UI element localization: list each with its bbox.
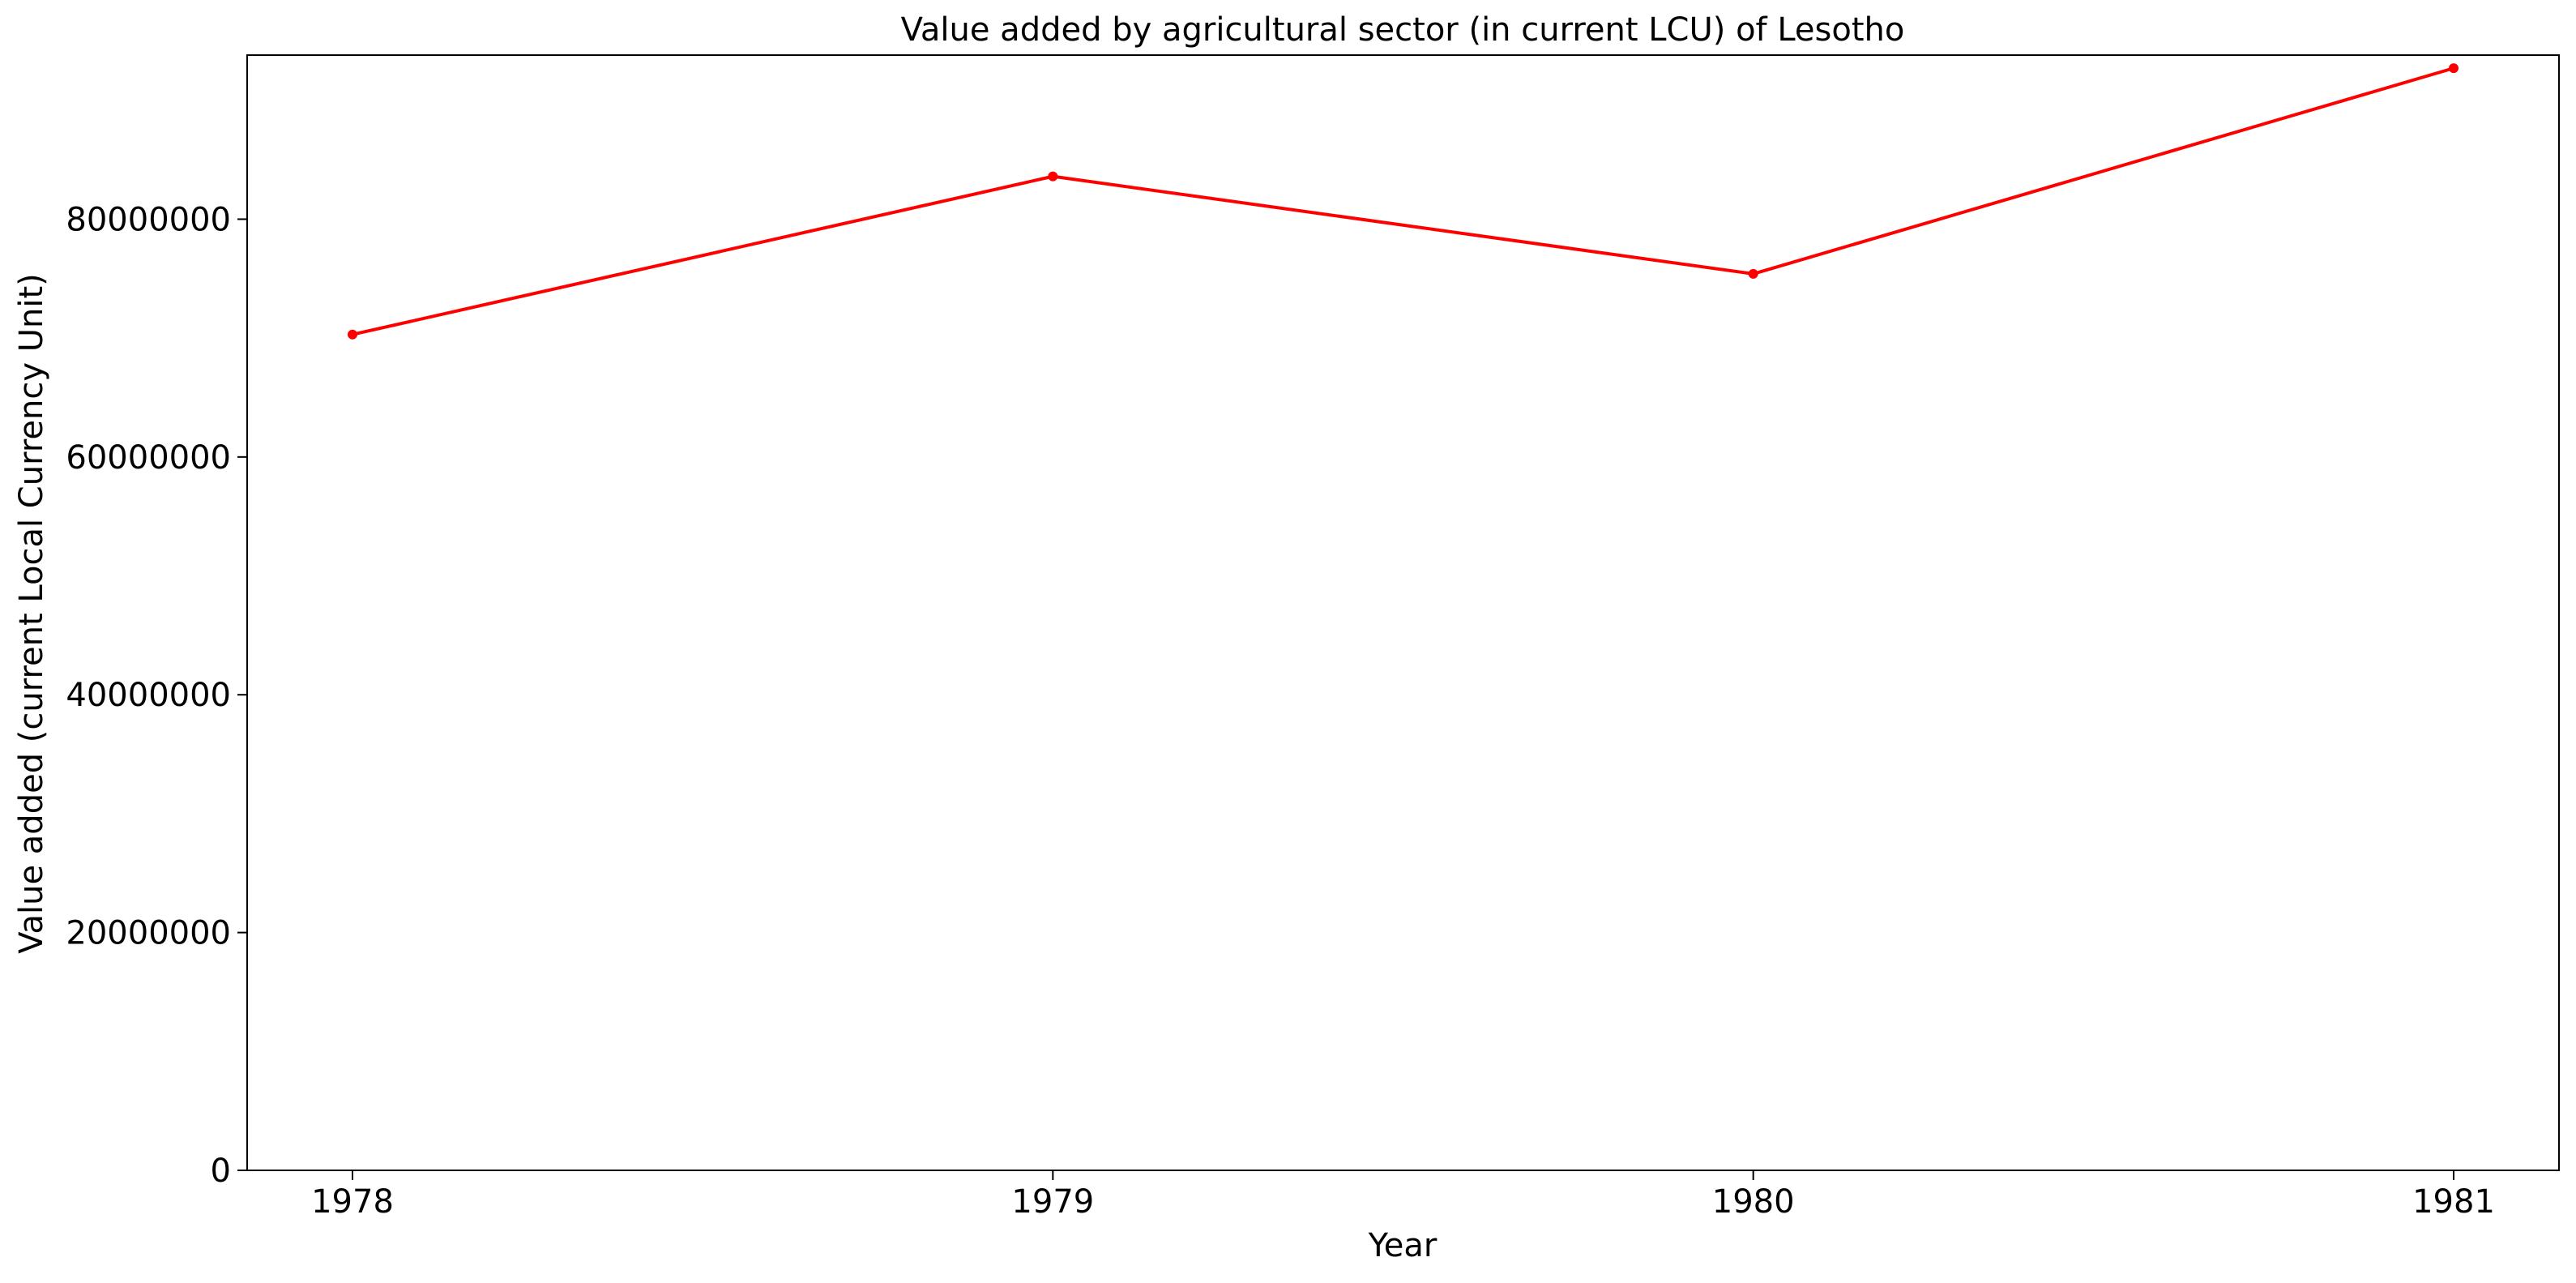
plot-frame xyxy=(246,54,2560,1171)
y-tick-label: 20000000 xyxy=(66,915,231,952)
plot-area: 0 20000000 40000000 60000000 80000000 1978 197… xyxy=(66,54,2560,1221)
data-point xyxy=(2449,63,2459,74)
x-tick-label: 1979 xyxy=(1011,1183,1094,1221)
y-tick-label: 60000000 xyxy=(66,439,231,477)
x-axis-title: Year xyxy=(1368,1227,1438,1264)
y-axis-title: Value added (current Local Currency Unit… xyxy=(13,273,50,954)
data-point xyxy=(1748,268,1758,279)
y-tick-label: 80000000 xyxy=(66,201,231,238)
x-tick-label: 1981 xyxy=(2412,1183,2495,1221)
data-point xyxy=(1048,171,1058,182)
y-tick-label: 40000000 xyxy=(66,677,231,714)
y-tick-label: 0 xyxy=(211,1153,231,1190)
chart-title: Value added by agricultural sector (in c… xyxy=(901,11,1905,49)
x-tick-label: 1980 xyxy=(1712,1183,1795,1221)
data-point xyxy=(348,329,357,340)
series-line xyxy=(352,66,2454,336)
x-tick-label: 1978 xyxy=(311,1183,394,1221)
